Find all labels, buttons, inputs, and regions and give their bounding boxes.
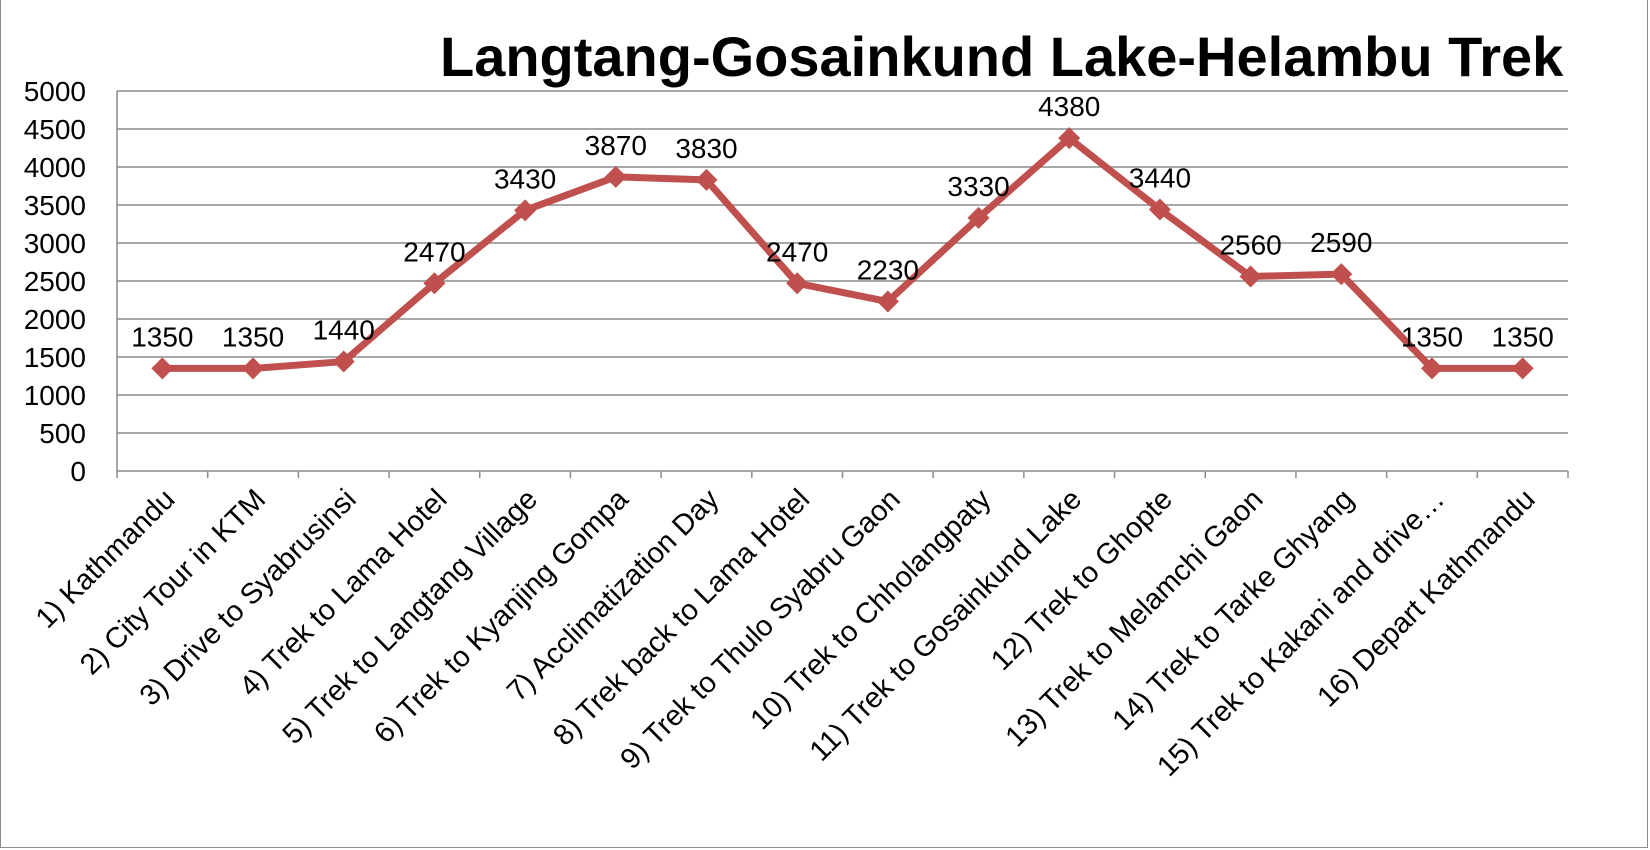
data-point-marker (332, 350, 355, 373)
chart-title: Langtang-Gosainkund Lake-Helambu Trek (440, 25, 1564, 88)
series-line (162, 134, 1523, 372)
data-point-marker (242, 357, 265, 380)
y-tick-label: 2500 (24, 266, 86, 297)
data-point-marker (1239, 265, 1262, 288)
y-tick-label: 4000 (24, 152, 86, 183)
data-point-marker (151, 357, 174, 380)
data-point-marker (423, 272, 446, 295)
data-point-marker (1511, 357, 1534, 380)
data-label: 2470 (766, 236, 828, 267)
data-label: 1350 (1401, 321, 1463, 352)
data-label: 1350 (131, 321, 193, 352)
y-tick-label: 1500 (24, 342, 86, 373)
y-tick-label: 1000 (24, 380, 86, 411)
data-label: 2590 (1310, 227, 1372, 258)
data-label: 1350 (222, 321, 284, 352)
data-label: 2470 (403, 236, 465, 267)
data-label: 1350 (1492, 321, 1554, 352)
data-point-marker (786, 272, 809, 295)
y-tick-label: 2000 (24, 304, 86, 335)
data-label: 2230 (857, 255, 919, 286)
gridlines (117, 90, 1568, 434)
data-label: 3430 (494, 163, 556, 194)
axes (116, 91, 1569, 478)
y-tick-label: 500 (39, 418, 86, 449)
series (151, 127, 1534, 380)
data-point-marker (514, 199, 537, 222)
y-tick-label: 4500 (24, 114, 86, 145)
data-label: 3830 (675, 133, 737, 164)
data-point-marker (604, 165, 627, 188)
y-tick-labels: 0 500 1000 1500 2000 2500 3000 3500 4000 4500 5000 (24, 76, 86, 487)
data-point-marker (1058, 127, 1081, 150)
y-tick-label: 3000 (24, 228, 86, 259)
data-label: 4380 (1038, 91, 1100, 122)
data-labels: 1350 1350 1440 2470 3430 3870 3830 2470 2230 3330… (131, 91, 1554, 352)
data-label: 3870 (585, 130, 647, 161)
data-point-marker (967, 206, 990, 229)
data-point-marker (876, 290, 899, 313)
data-point-marker (1148, 198, 1171, 221)
data-label: 3440 (1129, 163, 1191, 194)
y-tick-label: 5000 (24, 76, 86, 107)
data-label: 1440 (313, 315, 375, 346)
y-tick-label: 3500 (24, 190, 86, 221)
data-point-marker (1330, 263, 1353, 286)
data-point-marker (1420, 357, 1443, 380)
data-label: 3330 (947, 171, 1009, 202)
data-point-marker (695, 168, 718, 191)
y-tick-label: 0 (70, 456, 86, 487)
data-label: 2560 (1219, 229, 1281, 260)
